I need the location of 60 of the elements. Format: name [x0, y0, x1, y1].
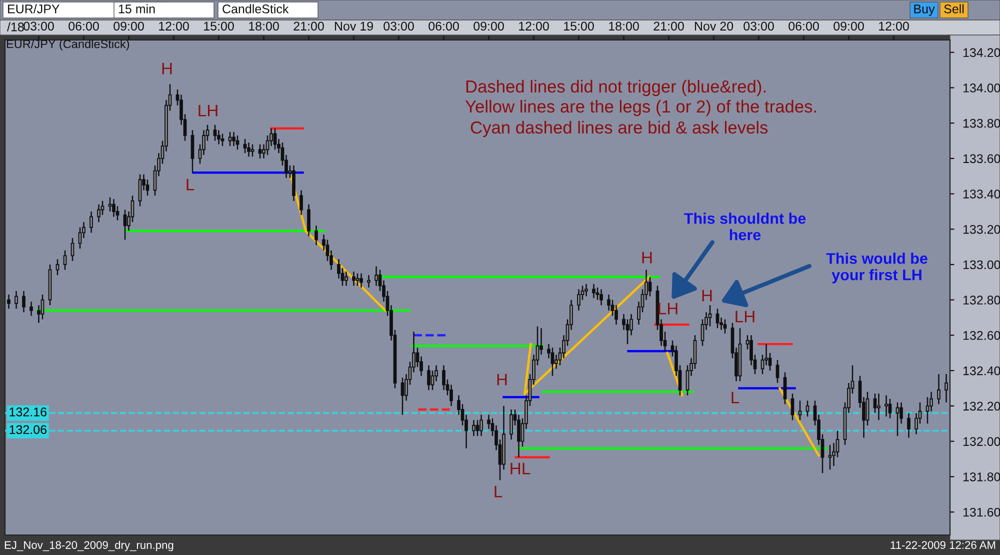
annotation: Dashed lines did not trigger (blue&red).	[466, 80, 766, 96]
x-tick-label: Nov 20	[694, 22, 734, 31]
annotation: Yellow lines are the legs (1 or 2) of the trades.	[465, 100, 816, 116]
text: /18	[7, 22, 24, 32]
x-tick-label: 12:00	[519, 22, 549, 31]
y-tick-label: 132.00	[963, 437, 1000, 446]
annotation: H	[162, 62, 172, 74]
annotation: L	[494, 486, 502, 498]
x-tick-label: 18:00	[249, 22, 279, 31]
y-tick-label: 133.20	[963, 224, 1000, 234]
text: 15 min	[118, 4, 155, 14]
annotation: LH	[736, 310, 754, 322]
y-tick-label: 132.40	[963, 366, 1000, 376]
y-tick-label: 133.40	[963, 190, 1000, 198]
annotation: LH	[198, 104, 218, 116]
x-tick-label: 06:00	[788, 22, 819, 31]
x-tick-label: 15:00	[204, 22, 234, 31]
x-tick-label: 03:00	[384, 22, 414, 31]
x-tick-label: 15:00	[564, 22, 594, 31]
y-tick-label: 131.80	[963, 472, 1000, 482]
text: EUR/JPY	[8, 4, 60, 14]
y-tick-label: 132.60	[963, 331, 1000, 340]
x-tick-label: 12:00	[159, 22, 189, 31]
text: Buy	[914, 4, 935, 16]
x-tick-label: Nov 19	[334, 22, 373, 31]
x-tick-label: 09:00	[474, 22, 504, 31]
y-tick-label: 131.60	[963, 508, 1000, 517]
y-tick-label: 133.00	[963, 260, 1000, 270]
x-tick-label: 03:00	[744, 22, 774, 31]
annotation: HL	[510, 462, 530, 474]
text: 11-22-2009 12:26 AM	[890, 541, 996, 549]
text: Sell	[944, 4, 964, 14]
annotation: This shouldnt be here	[684, 212, 806, 240]
x-tick-label: 12:00	[879, 22, 909, 31]
y-tick-label: 133.80	[963, 118, 1000, 128]
x-tick-label: 18:00	[609, 22, 639, 31]
annotation: H	[497, 374, 507, 386]
annotation: Cyan dashed lines are bid & ask levels	[470, 120, 768, 138]
annotation: H	[702, 290, 712, 302]
y-tick-label: 132.80	[963, 296, 1000, 305]
x-tick-label: 21:00	[654, 22, 684, 31]
y-tick-label: 134.00	[963, 84, 1000, 92]
chart-title: EUR/JPY (CandleStick)	[6, 40, 130, 50]
x-tick-label: 06:00	[68, 22, 99, 31]
annotation: H	[642, 252, 652, 264]
x-tick-label: 21:00	[294, 22, 324, 31]
text: EJ_Nov_18-20_2009_dry_run.png	[4, 540, 174, 552]
text: CandleStick	[222, 4, 289, 14]
x-tick-label: 03:00	[24, 22, 54, 31]
annotation: L	[732, 392, 740, 404]
y-tick-label: 132.20	[963, 402, 1000, 411]
ref-line-label: 132.06	[10, 425, 46, 434]
annotation: This would be your first LH	[826, 252, 928, 284]
annotation: L	[186, 178, 194, 190]
x-tick-label: 09:00	[834, 22, 864, 31]
x-tick-label: 09:00	[114, 22, 144, 31]
ref-line-label: 132.16	[10, 408, 46, 416]
y-tick-label: 133.60	[963, 154, 1000, 164]
y-tick-label: 134.20	[963, 48, 1000, 58]
x-tick-label: 06:00	[428, 22, 459, 31]
